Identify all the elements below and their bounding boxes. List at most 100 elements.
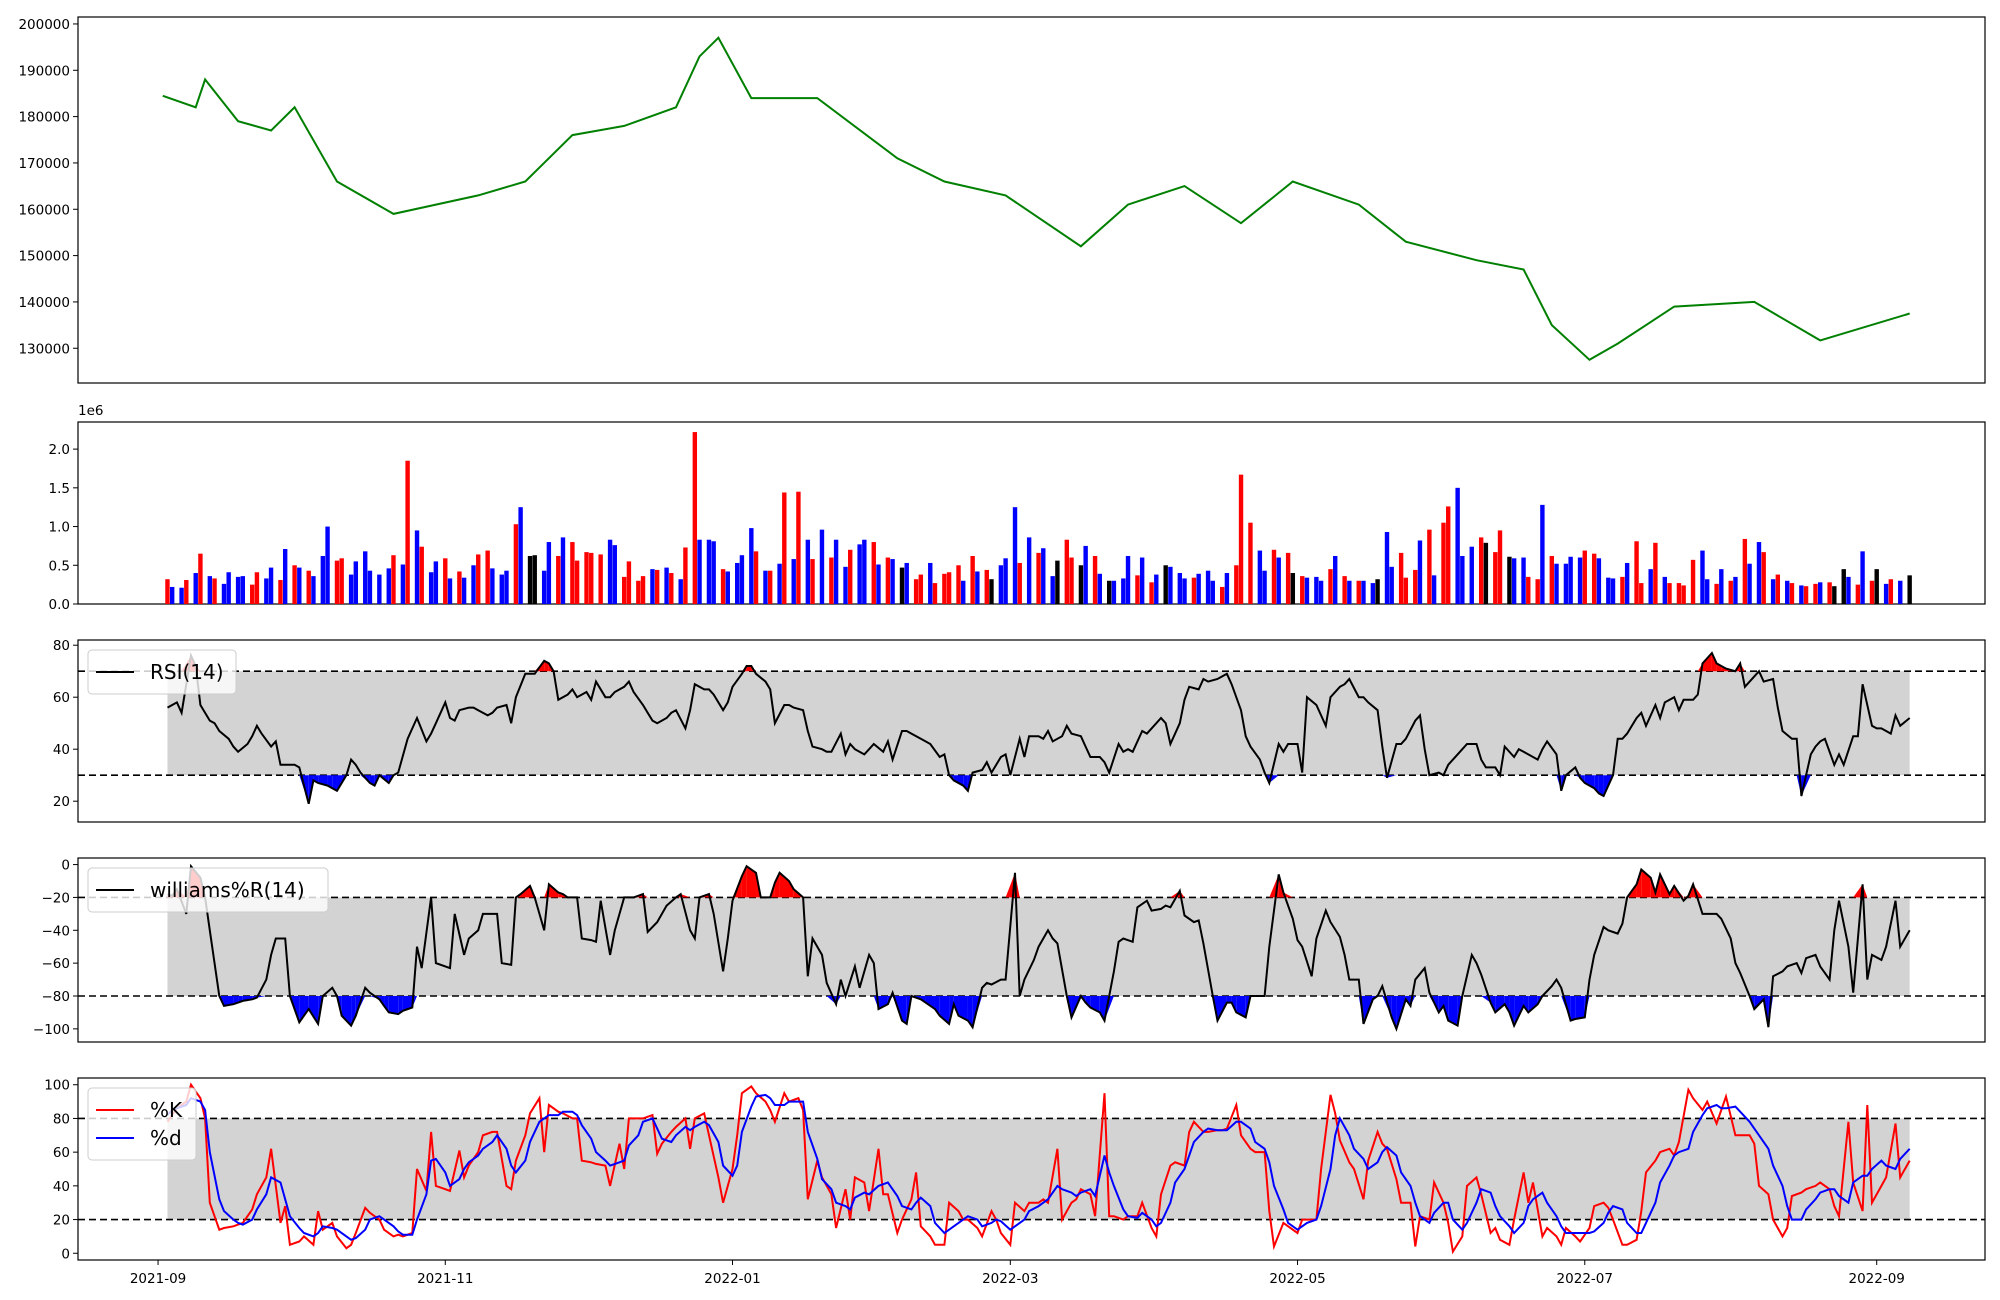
volume-bar	[678, 579, 683, 604]
williams-oversold-fill	[223, 996, 234, 1006]
williams-overbought-fill	[680, 894, 691, 898]
volume-bar	[796, 491, 801, 604]
volume-bar	[753, 551, 759, 604]
volume-bar	[1855, 584, 1861, 604]
williams-oversold-fill	[398, 996, 403, 1015]
volume-bar	[589, 552, 594, 604]
volume-bar	[899, 567, 905, 604]
volume-bar	[1690, 559, 1696, 604]
volume-bar	[1097, 573, 1102, 604]
volume-bar	[1177, 573, 1183, 604]
volume-bar	[810, 559, 815, 604]
volume-bar	[1431, 575, 1437, 604]
volume-bar	[720, 569, 726, 604]
volume-bar	[1375, 579, 1380, 604]
price-ytick-label: 180000	[18, 110, 70, 126]
volume-bar	[1521, 557, 1526, 604]
williams-oversold-fill	[902, 996, 907, 1024]
williams-oversold-fill	[351, 996, 356, 1026]
volume-bar	[1639, 583, 1644, 604]
williams-ytick-label: −60	[42, 956, 71, 972]
volume-bar	[560, 537, 566, 604]
rsi-oversold-fill	[1584, 775, 1595, 789]
williams-oversold-fill	[1104, 996, 1114, 1021]
volume-bar	[862, 539, 867, 604]
volume-bar	[1248, 522, 1253, 604]
price-ytick-label: 170000	[18, 156, 70, 172]
williams-panel: 0 −20 −40 −60 −80 −100 williams%R(14)	[33, 857, 1986, 1043]
volume-bar	[1069, 557, 1074, 604]
volume-bar	[1493, 552, 1498, 604]
volume-bar	[1883, 583, 1889, 604]
williams-oversold-fill	[925, 996, 935, 1010]
williams-ytick-label: −100	[33, 1022, 70, 1038]
volume-bar	[1756, 542, 1762, 604]
volume-bar	[1789, 583, 1795, 604]
volume-bar	[1121, 578, 1126, 604]
volume-bar	[1168, 566, 1173, 604]
volume-bar	[339, 558, 344, 604]
volume-bar	[767, 570, 773, 604]
volume-bar	[805, 539, 811, 604]
volume-bar	[490, 568, 495, 604]
volume-bar	[471, 565, 476, 604]
volume-bar	[1285, 552, 1291, 604]
volume-bar	[1606, 577, 1611, 604]
volume-bar	[414, 530, 420, 604]
price-ytick-label: 160000	[18, 202, 70, 218]
volume-bar	[1742, 538, 1748, 604]
xtick-label: 2022-05	[1269, 1271, 1325, 1287]
rsi-legend-label: RSI(14)	[150, 660, 224, 684]
volume-bar	[513, 524, 519, 604]
volume-bar	[1610, 578, 1616, 604]
volume-bar	[843, 566, 848, 604]
volume-bar	[1078, 565, 1084, 604]
williams-oversold-fill	[1085, 996, 1091, 1008]
volume-bar	[1526, 576, 1531, 604]
williams-oversold-fill	[402, 996, 413, 1011]
williams-frame	[77, 857, 1986, 1043]
williams-oversold-fill	[1236, 996, 1246, 1018]
price-ytick-label: 200000	[18, 17, 70, 33]
volume-bar	[1813, 583, 1818, 604]
rsi-oversold-fill	[332, 775, 337, 791]
williams-oversold-fill	[967, 996, 973, 1028]
volume-bar	[1563, 563, 1569, 604]
volume-bar	[541, 570, 547, 604]
williams-ytick-label: 0	[61, 858, 70, 874]
williams-legend-label: williams%R(14)	[150, 878, 305, 902]
volume-bar	[1554, 563, 1559, 604]
volume-bar	[1026, 537, 1032, 604]
volume-bar	[400, 564, 406, 604]
volume-bar	[1446, 506, 1451, 604]
volume-bar	[998, 565, 1004, 604]
volume-bar	[1455, 487, 1460, 604]
volume-bar	[235, 576, 241, 604]
volume-frame	[77, 421, 1986, 605]
volume-bar	[1182, 578, 1187, 604]
volume-bar	[1874, 569, 1879, 604]
volume-bar	[282, 549, 288, 604]
volume-bar	[1888, 579, 1894, 604]
volume-bar	[1676, 583, 1682, 604]
volume-bar	[989, 579, 994, 604]
williams-ytick-label: −80	[42, 989, 71, 1005]
volume-bar	[443, 558, 448, 604]
volume-bar	[584, 552, 589, 604]
volume-bar	[1017, 562, 1022, 604]
rsi-ytick-label: 80	[53, 638, 70, 654]
volume-bar	[1817, 582, 1823, 604]
volume-bar	[1398, 552, 1404, 604]
volume-bar	[885, 557, 891, 604]
williams-oversold-fill	[341, 996, 352, 1026]
williams-oversold-fill	[1504, 996, 1510, 1013]
williams-oversold-fill	[1226, 996, 1232, 1003]
volume-bar	[791, 559, 796, 604]
volume-bar	[913, 579, 919, 604]
stochastic-d-line	[166, 1093, 1911, 1241]
williams-oversold-fill	[1528, 996, 1538, 1013]
volume-bar	[184, 579, 189, 604]
stochastic-panel: 0 20 40 60 80 100 %K %d	[44, 1077, 1986, 1262]
williams-oversold-fill	[1382, 996, 1392, 1018]
williams-line	[167, 863, 1911, 1032]
